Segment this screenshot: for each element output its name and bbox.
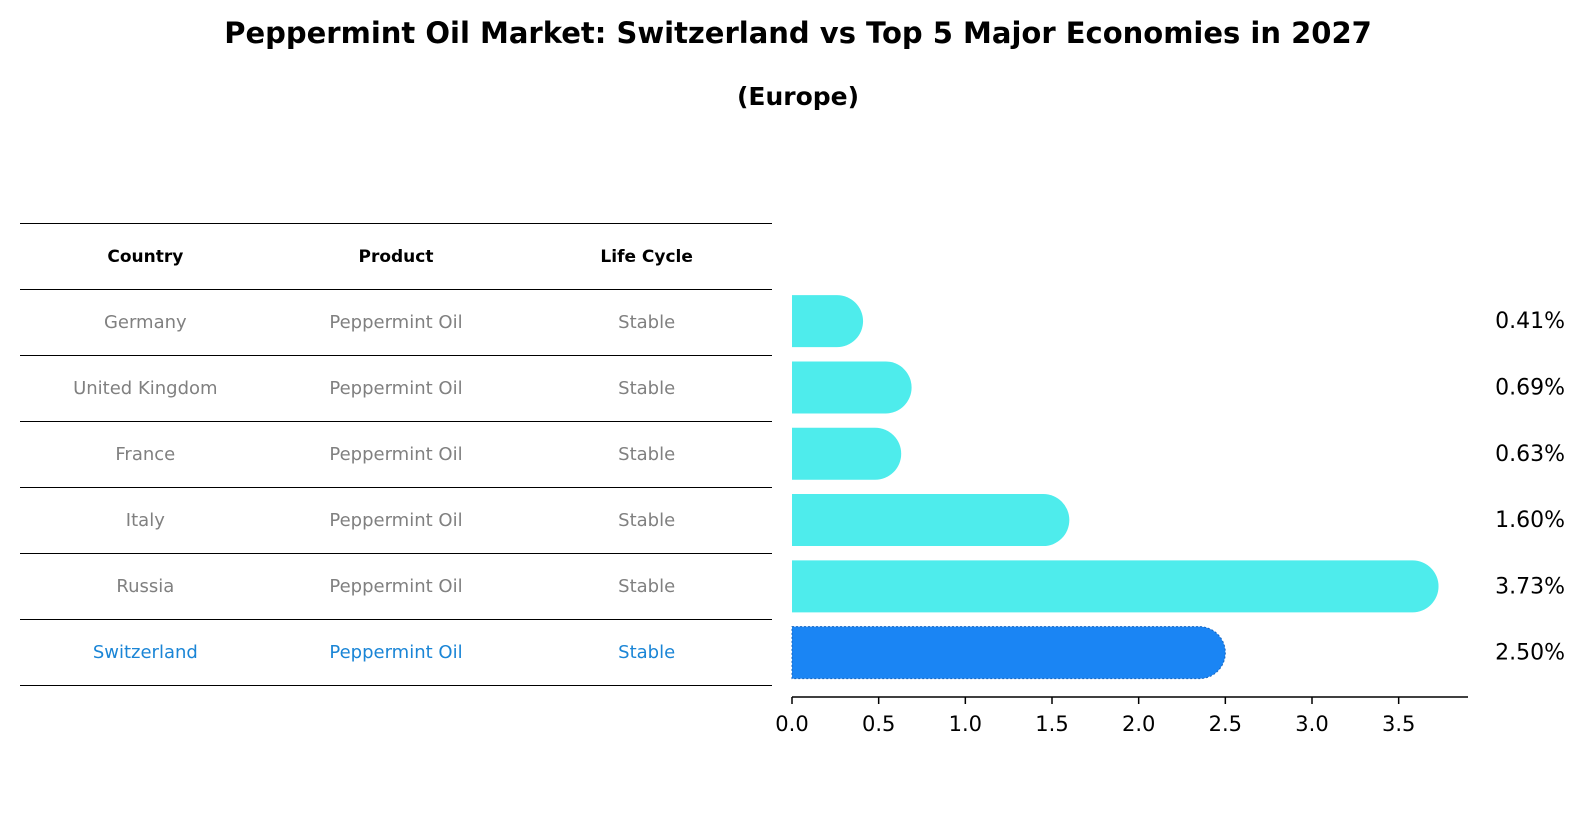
cell-life-cycle: Stable	[521, 289, 772, 356]
cell-life-cycle: Stable	[521, 619, 772, 686]
cell-country: France	[20, 421, 271, 488]
cell-product: Peppermint Oil	[270, 289, 522, 356]
table-row: United Kingdom Peppermint Oil Stable	[20, 355, 772, 422]
table-row: Italy Peppermint Oil Stable	[20, 487, 772, 554]
cell-product: Peppermint Oil	[270, 355, 522, 422]
cell-product: Peppermint Oil	[270, 487, 522, 554]
table-row-highlight: Switzerland Peppermint Oil Stable	[20, 619, 772, 686]
value-label: 2.50%	[1495, 641, 1565, 666]
cell-country: Russia	[20, 553, 271, 620]
value-label: 3.73%	[1495, 574, 1565, 599]
x-tick-label: 0.0	[775, 712, 808, 736]
bar-switzerland	[791, 626, 1226, 680]
table-row: Germany Peppermint Oil Stable	[20, 289, 772, 356]
x-tick-label: 3.5	[1382, 712, 1415, 736]
bar-france	[792, 427, 902, 480]
x-tick-label: 1.0	[949, 712, 982, 736]
value-label: 0.69%	[1495, 375, 1565, 400]
cell-country: Italy	[20, 487, 271, 554]
chart-subtitle: (Europe)	[736, 82, 860, 111]
bar-italy	[792, 494, 1070, 547]
bar-germany	[792, 295, 864, 348]
cell-product: Peppermint Oil	[270, 619, 522, 686]
x-tick-label: 0.5	[862, 712, 895, 736]
x-tick-label: 3.0	[1295, 712, 1328, 736]
x-tick-label: 2.5	[1209, 712, 1242, 736]
bar-united-kingdom	[792, 361, 912, 414]
x-tick-label: 1.5	[1035, 712, 1068, 736]
table-header-row: Country Product Life Cycle	[20, 223, 772, 290]
cell-life-cycle: Stable	[521, 421, 772, 488]
table-row: France Peppermint Oil Stable	[20, 421, 772, 488]
cell-product: Peppermint Oil	[270, 421, 522, 488]
cell-life-cycle: Stable	[521, 487, 772, 554]
cell-country: Switzerland	[20, 619, 271, 686]
header-life-cycle: Life Cycle	[521, 223, 772, 290]
cell-country: United Kingdom	[20, 355, 271, 422]
value-label: 1.60%	[1495, 508, 1565, 533]
header-product: Product	[270, 223, 522, 290]
value-label: 0.63%	[1495, 442, 1565, 467]
header-country: Country	[20, 223, 271, 290]
x-tick-label: 2.0	[1122, 712, 1155, 736]
cell-life-cycle: Stable	[521, 355, 772, 422]
bar-russia	[792, 560, 1439, 613]
table-row: Russia Peppermint Oil Stable	[20, 553, 772, 620]
cell-country: Germany	[20, 289, 271, 356]
chart-title: Peppermint Oil Market: Switzerland vs To…	[224, 16, 1372, 50]
cell-product: Peppermint Oil	[270, 553, 522, 620]
cell-life-cycle: Stable	[521, 553, 772, 620]
value-label: 0.41%	[1495, 309, 1565, 334]
country-table: Country Product Life Cycle Germany Peppe…	[20, 223, 772, 686]
